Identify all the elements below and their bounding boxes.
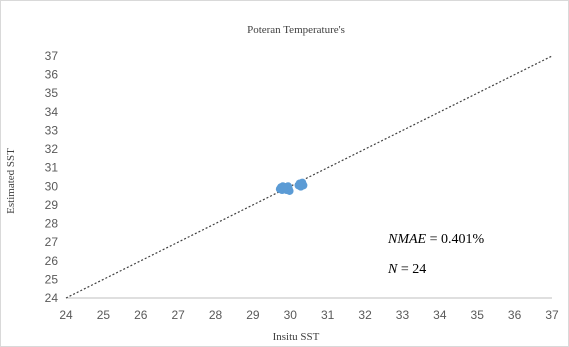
- nmae-value: = 0.401%: [426, 232, 484, 247]
- y-axis-label: Estimated SST: [5, 148, 17, 214]
- n-label: N: [387, 262, 398, 277]
- y-tick-label: 35: [45, 86, 59, 100]
- x-tick-label: 33: [396, 308, 410, 322]
- nmae-label: NMAE: [387, 232, 427, 247]
- x-tick-label: 24: [59, 308, 73, 322]
- x-tick-label: 35: [471, 308, 485, 322]
- x-tick-label: 29: [246, 308, 260, 322]
- chart-title: Poteran Temperature's: [247, 24, 345, 36]
- data-point: [298, 180, 307, 189]
- x-tick-label: 30: [284, 308, 298, 322]
- data-points: [275, 178, 308, 195]
- x-tick-label: 36: [508, 308, 522, 322]
- x-tick-label: 31: [321, 308, 335, 322]
- y-tick-label: 28: [45, 217, 59, 231]
- x-tick-label: 32: [358, 308, 372, 322]
- y-tick-label: 37: [45, 49, 59, 63]
- y-tick-label: 33: [45, 123, 59, 137]
- y-tick-label: 26: [45, 254, 59, 268]
- x-tick-label: 37: [545, 308, 559, 322]
- x-tick-label: 28: [209, 308, 223, 322]
- y-tick-label: 27: [45, 235, 59, 249]
- y-tick-label: 36: [45, 68, 59, 82]
- x-tick-label: 25: [97, 308, 111, 322]
- x-axis-label: Insitu SST: [273, 331, 320, 343]
- nmae-annotation: NMAE = 0.401%: [387, 232, 485, 247]
- y-tick-label: 29: [45, 198, 59, 212]
- x-tick-label: 27: [171, 308, 185, 322]
- y-tick-label: 24: [45, 291, 59, 305]
- y-tick-label: 31: [45, 161, 59, 175]
- y-tick-label: 25: [45, 272, 59, 286]
- n-value: = 24: [397, 262, 426, 277]
- x-tick-labels: 24 25 26 27 28 29 30 31 32 33 34 35 36 37: [59, 308, 559, 322]
- x-tick-label: 34: [433, 308, 447, 322]
- data-point: [279, 182, 288, 191]
- y-tick-label: 32: [45, 142, 59, 156]
- y-tick-label: 30: [45, 179, 59, 193]
- y-tick-label: 34: [45, 105, 59, 119]
- n-annotation: N = 24: [387, 262, 426, 277]
- y-tick-labels: 24 25 26 27 28 29 30 31 32 33 34 35 36 37: [45, 49, 59, 305]
- x-tick-label: 26: [134, 308, 148, 322]
- reference-line: [65, 55, 553, 299]
